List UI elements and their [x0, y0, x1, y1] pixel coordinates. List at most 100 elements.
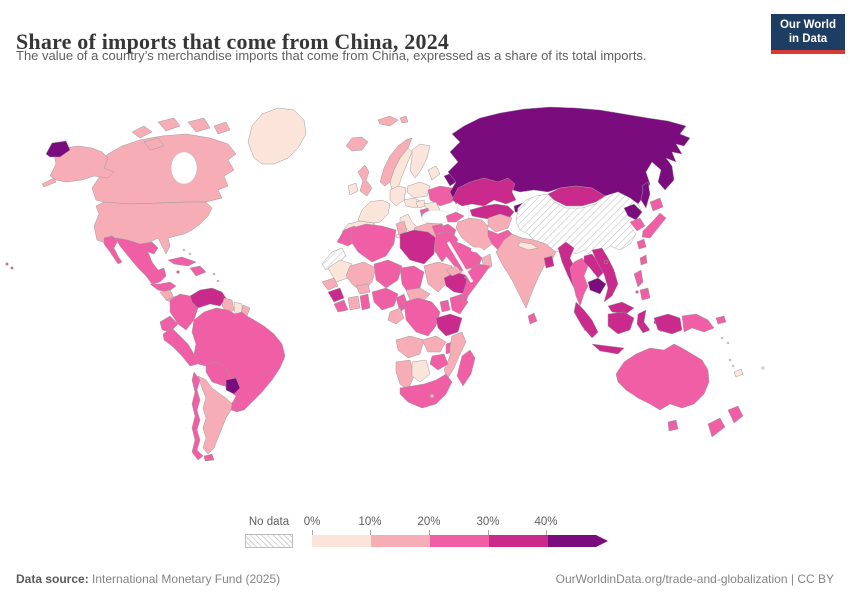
country-botswana[interactable] — [411, 359, 431, 383]
country-poland[interactable] — [406, 181, 431, 199]
country-cambodia[interactable] — [587, 277, 607, 295]
country-indonesia[interactable] — [591, 343, 625, 355]
country-baltics[interactable] — [427, 165, 441, 181]
country-canada[interactable] — [91, 133, 237, 205]
country-argentina[interactable] — [197, 375, 233, 455]
country-fiji[interactable] — [761, 366, 765, 370]
country-sri-lanka[interactable] — [527, 312, 538, 325]
country-tanzania[interactable] — [435, 313, 463, 337]
country-aleutians[interactable] — [41, 177, 57, 188]
country-new-caledonia[interactable] — [733, 368, 744, 378]
owid-logo[interactable]: Our World in Data — [771, 14, 845, 54]
country-nepal[interactable] — [517, 241, 539, 251]
country-bahamas[interactable] — [182, 248, 186, 252]
country-shapes[interactable] — [5, 106, 765, 462]
country-zambia[interactable] — [421, 335, 447, 353]
country-cote-divoire[interactable] — [347, 295, 361, 311]
country-algeria[interactable] — [349, 223, 397, 263]
country-papua-new-guinea[interactable] — [681, 313, 715, 333]
country-canada-arctic[interactable] — [187, 117, 211, 133]
country-sierra-leone-liberia[interactable] — [333, 299, 349, 313]
country-lesser-antilles[interactable] — [216, 279, 220, 283]
country-ireland[interactable] — [347, 182, 359, 196]
country-vanuatu[interactable] — [728, 358, 732, 362]
country-guatemala-honduras[interactable] — [149, 281, 177, 293]
country-libya[interactable] — [399, 229, 437, 265]
country-tasmania[interactable] — [667, 419, 679, 432]
country-angola[interactable] — [395, 335, 425, 359]
country-svalbard[interactable] — [399, 115, 409, 124]
country-cuba[interactable] — [167, 256, 197, 267]
country-tierra-del-fuego[interactable] — [203, 453, 215, 462]
country-ecuador[interactable] — [159, 315, 179, 333]
country-mozambique[interactable] — [443, 331, 467, 379]
country-madagascar[interactable] — [456, 349, 476, 387]
country-france[interactable] — [357, 199, 391, 224]
country-indonesia-papua[interactable] — [653, 313, 683, 335]
country-malaysia-borneo[interactable] — [607, 301, 635, 315]
country-central-african-republic[interactable] — [405, 287, 431, 303]
country-new-britain[interactable] — [715, 315, 727, 325]
country-finland[interactable] — [409, 143, 431, 179]
country-nigeria[interactable] — [371, 287, 399, 311]
country-kazakhstan[interactable] — [451, 177, 517, 207]
country-solomon-islands[interactable] — [720, 336, 724, 340]
country-germany[interactable] — [389, 185, 407, 207]
country-lesotho[interactable] — [429, 393, 435, 399]
country-south-africa[interactable] — [399, 373, 453, 409]
country-tunisia[interactable] — [395, 220, 408, 236]
country-brazil[interactable] — [191, 307, 286, 413]
country-hawaii[interactable] — [10, 266, 14, 270]
country-iceland[interactable] — [345, 136, 369, 152]
country-philippines[interactable] — [635, 290, 639, 294]
country-senegal[interactable] — [321, 277, 339, 291]
country-mexico-baja[interactable] — [103, 235, 123, 265]
country-bangladesh[interactable] — [543, 255, 555, 269]
country-hainan[interactable] — [603, 259, 609, 265]
country-gabon-congo[interactable] — [387, 307, 405, 325]
country-canada-arctic[interactable] — [213, 121, 231, 135]
country-norway[interactable] — [379, 137, 413, 187]
legend-bin-0-10[interactable] — [312, 535, 372, 547]
country-iran[interactable] — [455, 217, 493, 251]
country-greenland[interactable] — [247, 107, 307, 165]
country-mongolia[interactable] — [547, 185, 606, 207]
country-niger[interactable] — [373, 259, 403, 289]
legend-bin-30-40[interactable] — [489, 535, 549, 547]
country-hispaniola[interactable] — [189, 265, 207, 277]
country-japan[interactable] — [649, 197, 664, 212]
country-uganda[interactable] — [439, 299, 451, 313]
country-jamaica[interactable] — [176, 270, 180, 274]
legend-bin-40-plus[interactable] — [548, 535, 608, 547]
country-philippines[interactable] — [633, 269, 644, 288]
country-venezuela[interactable] — [189, 287, 227, 309]
country-caucasus[interactable] — [445, 211, 465, 223]
country-north-korea[interactable] — [623, 203, 643, 221]
country-burkina-faso[interactable] — [355, 283, 371, 295]
country-taiwan[interactable] — [639, 254, 648, 266]
country-colombia[interactable] — [169, 293, 199, 331]
country-zimbabwe[interactable] — [429, 353, 449, 371]
credit-line[interactable]: OurWorldinData.org/trade-and-globalizati… — [555, 572, 834, 586]
country-canada-arctic[interactable] — [131, 125, 153, 139]
country-syria[interactable] — [431, 223, 445, 235]
country-bahamas[interactable] — [188, 252, 192, 256]
legend-bin-10-20[interactable] — [371, 535, 431, 547]
country-new-zealand[interactable] — [707, 417, 726, 438]
country-indonesia[interactable] — [607, 311, 635, 335]
country-lesser-antilles[interactable] — [212, 272, 216, 276]
country-philippines[interactable] — [639, 287, 651, 301]
country-dr-congo[interactable] — [403, 297, 441, 337]
country-japan[interactable] — [641, 212, 667, 239]
country-south-korea[interactable] — [629, 217, 646, 232]
country-indonesia[interactable] — [636, 309, 651, 334]
country-australia[interactable] — [615, 343, 710, 411]
country-new-zealand[interactable] — [727, 405, 744, 424]
country-western-sahara[interactable] — [321, 247, 347, 271]
country-guinea[interactable] — [327, 287, 345, 303]
country-vanuatu[interactable] — [731, 364, 735, 368]
country-svalbard[interactable] — [377, 115, 399, 127]
country-thailand[interactable] — [569, 257, 589, 307]
country-paraguay[interactable] — [225, 377, 241, 395]
country-afghanistan[interactable] — [487, 213, 513, 233]
